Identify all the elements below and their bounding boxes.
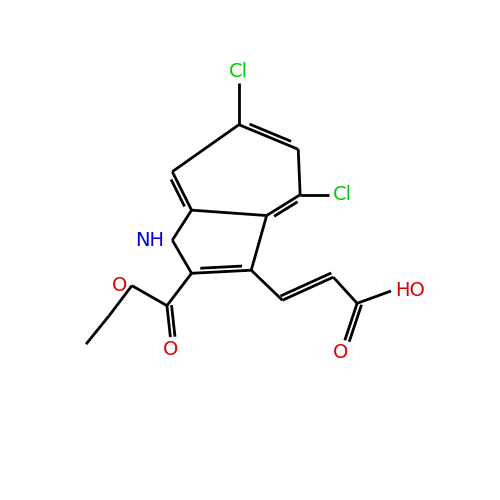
Text: Cl: Cl [230, 62, 248, 81]
Text: O: O [112, 276, 128, 295]
Text: Cl: Cl [333, 185, 352, 204]
Text: NH: NH [135, 230, 164, 250]
Text: O: O [334, 344, 348, 362]
Text: HO: HO [395, 282, 424, 300]
Text: O: O [162, 340, 178, 359]
